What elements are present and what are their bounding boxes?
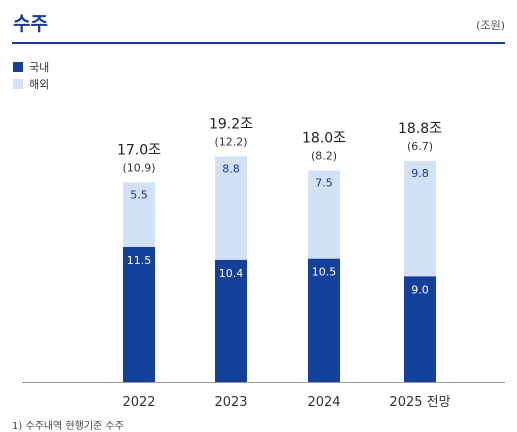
data-label-overseas-1: 8.8 xyxy=(222,162,240,175)
total-label-1: 19.2조 xyxy=(209,116,253,132)
subtotal-label-2: (8.2) xyxy=(311,150,337,163)
data-label-overseas-3: 9.8 xyxy=(411,167,429,180)
unit-label: (조원) xyxy=(476,19,505,32)
data-label-domestic-3: 9.0 xyxy=(411,283,429,296)
bar-overseas-2 xyxy=(308,170,340,259)
category-label-3: 2025 전망 xyxy=(389,395,450,410)
bar-domestic-0 xyxy=(123,246,155,382)
data-label-domestic-2: 10.5 xyxy=(312,266,337,279)
legend-label-overseas: 해외 xyxy=(29,77,50,91)
subtotal-label-0: (10.9) xyxy=(122,161,155,174)
title-divider xyxy=(12,42,505,44)
total-label-2: 18.0조 xyxy=(302,131,346,147)
bar-overseas-1 xyxy=(215,156,247,260)
legend-swatch-overseas xyxy=(13,78,23,89)
bar-domestic-3 xyxy=(404,276,436,382)
legend-swatch-domestic xyxy=(13,61,23,72)
data-label-domestic-1: 10.4 xyxy=(219,267,244,280)
category-label-2: 2024 xyxy=(307,395,340,410)
total-label-3: 18.8조 xyxy=(398,121,442,137)
legend-item-overseas: 해외 xyxy=(13,75,49,92)
total-label-0: 17.0조 xyxy=(117,142,161,158)
bar-overseas-3 xyxy=(404,161,436,277)
subtotal-label-3: (6.7) xyxy=(407,140,433,153)
chart-title: 수주 xyxy=(13,13,48,35)
data-label-domestic-0: 11.5 xyxy=(127,254,152,267)
legend-label-domestic: 국내 xyxy=(29,60,50,74)
legend: 국내 해외 xyxy=(13,58,49,92)
bar-domestic-1 xyxy=(215,259,247,382)
subtotal-label-1: (12.2) xyxy=(214,135,247,148)
bar-domestic-2 xyxy=(308,258,340,382)
category-label-1: 2023 xyxy=(214,395,247,410)
bar-overseas-0 xyxy=(123,182,155,247)
data-label-overseas-2: 7.5 xyxy=(315,177,333,190)
legend-item-domestic: 국내 xyxy=(13,58,49,75)
category-label-0: 2022 xyxy=(122,395,155,410)
data-label-overseas-0: 5.5 xyxy=(130,188,148,201)
